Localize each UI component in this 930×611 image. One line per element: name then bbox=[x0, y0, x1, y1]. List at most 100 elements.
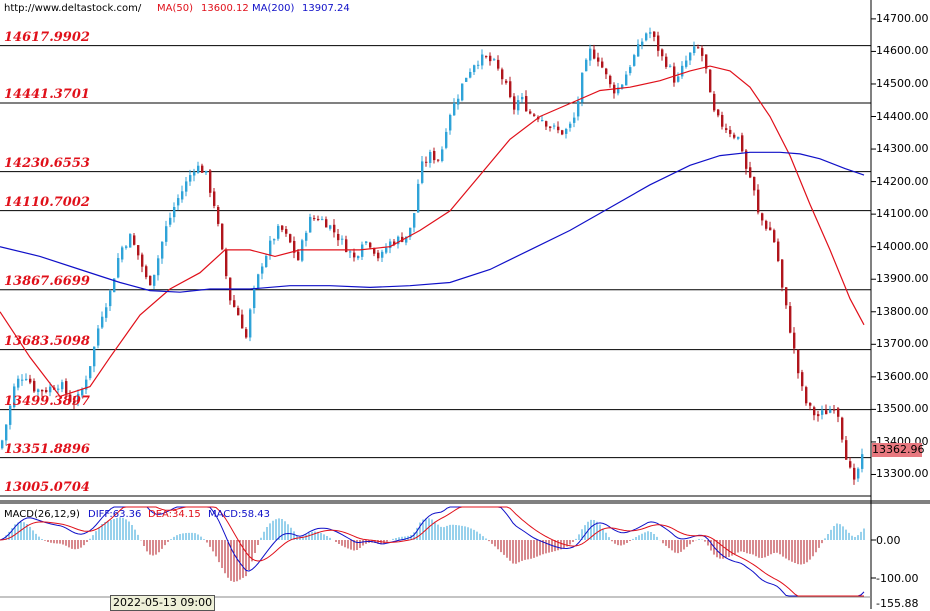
candle-body bbox=[753, 176, 756, 191]
candle-body bbox=[97, 328, 100, 346]
candle-body bbox=[145, 266, 148, 278]
candle-body bbox=[845, 440, 848, 460]
candle-body bbox=[761, 213, 764, 221]
candle-body bbox=[721, 114, 724, 127]
candle-body bbox=[649, 32, 652, 34]
price-tick-label: 14300.00 bbox=[876, 142, 929, 156]
candle-body bbox=[21, 379, 24, 381]
candle-body bbox=[437, 159, 440, 161]
candle-body bbox=[125, 246, 128, 248]
ma200-value: 13907.24 bbox=[302, 3, 350, 14]
candle-body bbox=[637, 44, 640, 57]
candle-body bbox=[29, 378, 32, 383]
candle-body bbox=[697, 47, 700, 49]
candle-body bbox=[321, 219, 324, 221]
ma200-line bbox=[0, 151, 865, 293]
candlesticks bbox=[1, 27, 864, 485]
candle-body bbox=[161, 241, 164, 259]
candle-body bbox=[37, 389, 40, 393]
candle-body bbox=[729, 129, 732, 134]
candle-body bbox=[89, 366, 92, 379]
candle-body bbox=[41, 389, 44, 392]
candle-body bbox=[525, 96, 528, 112]
candle-body bbox=[681, 65, 684, 77]
level-label: 13867.6699 bbox=[4, 273, 90, 289]
candle-body bbox=[257, 274, 260, 289]
candle-body bbox=[581, 72, 584, 103]
price-tick-label: 14700.00 bbox=[876, 11, 929, 25]
candle-body bbox=[225, 250, 228, 277]
candle-body bbox=[17, 378, 20, 388]
candle-body bbox=[305, 232, 308, 241]
candle-body bbox=[205, 170, 208, 173]
candle-body bbox=[593, 49, 596, 59]
candle-body bbox=[569, 123, 572, 128]
candle-body bbox=[605, 68, 608, 75]
macd-diff-label: DIFF:63.36 bbox=[88, 509, 142, 520]
candle-body bbox=[141, 254, 144, 267]
candle-body bbox=[857, 468, 860, 479]
candle-body bbox=[253, 287, 256, 309]
candle-body bbox=[705, 54, 708, 69]
price-tick-label: 14200.00 bbox=[876, 174, 929, 188]
candle-body bbox=[521, 96, 524, 100]
candle-body bbox=[849, 461, 852, 468]
candle-body bbox=[249, 309, 252, 338]
candle-body bbox=[349, 251, 352, 253]
candle-body bbox=[345, 239, 348, 253]
candle-body bbox=[405, 236, 408, 243]
candle-body bbox=[597, 57, 600, 62]
candle-body bbox=[77, 393, 80, 403]
candle-body bbox=[673, 66, 676, 83]
candle-body bbox=[773, 230, 776, 243]
candle-body bbox=[641, 41, 644, 46]
candle-body bbox=[825, 410, 828, 415]
candle-body bbox=[129, 234, 132, 248]
candle-body bbox=[829, 409, 832, 413]
macd-dea-label: DEA:34.15 bbox=[148, 509, 201, 520]
candle-body bbox=[65, 381, 68, 394]
candle-body bbox=[153, 274, 156, 286]
candle-body bbox=[281, 225, 284, 230]
candle-body bbox=[557, 126, 560, 131]
candle-body bbox=[701, 48, 704, 56]
candle-body bbox=[365, 241, 368, 244]
candle-body bbox=[709, 69, 712, 93]
candle-body bbox=[101, 316, 104, 328]
candle-body bbox=[501, 69, 504, 80]
candle-body bbox=[717, 109, 720, 116]
candle-body bbox=[285, 229, 288, 234]
current-price-box: 13362.96 bbox=[872, 443, 925, 457]
crosshair-date-label: 2022-05-13 09:00 bbox=[110, 595, 216, 611]
candle-body bbox=[481, 54, 484, 66]
price-tick-label: 14000.00 bbox=[876, 239, 929, 253]
price-tick-label: 13700.00 bbox=[876, 337, 929, 351]
macd-value-label: MACD:58.43 bbox=[208, 509, 270, 520]
price-tick-label: 14600.00 bbox=[876, 44, 929, 58]
level-label: 13005.0704 bbox=[4, 480, 90, 495]
candle-body bbox=[861, 454, 864, 469]
candle-body bbox=[489, 55, 492, 62]
level-label: 13351.8896 bbox=[4, 441, 90, 457]
candle-body bbox=[25, 378, 28, 380]
candle-body bbox=[133, 235, 136, 245]
candle-body bbox=[421, 161, 424, 183]
candle-body bbox=[317, 218, 320, 220]
candle-body bbox=[733, 134, 736, 138]
candle-body bbox=[765, 220, 768, 229]
candle-body bbox=[541, 120, 544, 122]
candle-body bbox=[485, 56, 488, 58]
candle-body bbox=[217, 206, 220, 224]
candle-body bbox=[645, 33, 648, 41]
candle-body bbox=[297, 251, 300, 261]
candle-body bbox=[505, 80, 508, 83]
candle-body bbox=[737, 136, 740, 139]
site-url[interactable]: http://www.deltastock.com/ bbox=[4, 3, 142, 14]
candle-body bbox=[149, 275, 152, 286]
candle-body bbox=[769, 227, 772, 231]
candle-body bbox=[661, 49, 664, 57]
candle-body bbox=[13, 386, 16, 408]
candle-body bbox=[201, 165, 204, 173]
level-label: 14617.9902 bbox=[4, 29, 90, 45]
